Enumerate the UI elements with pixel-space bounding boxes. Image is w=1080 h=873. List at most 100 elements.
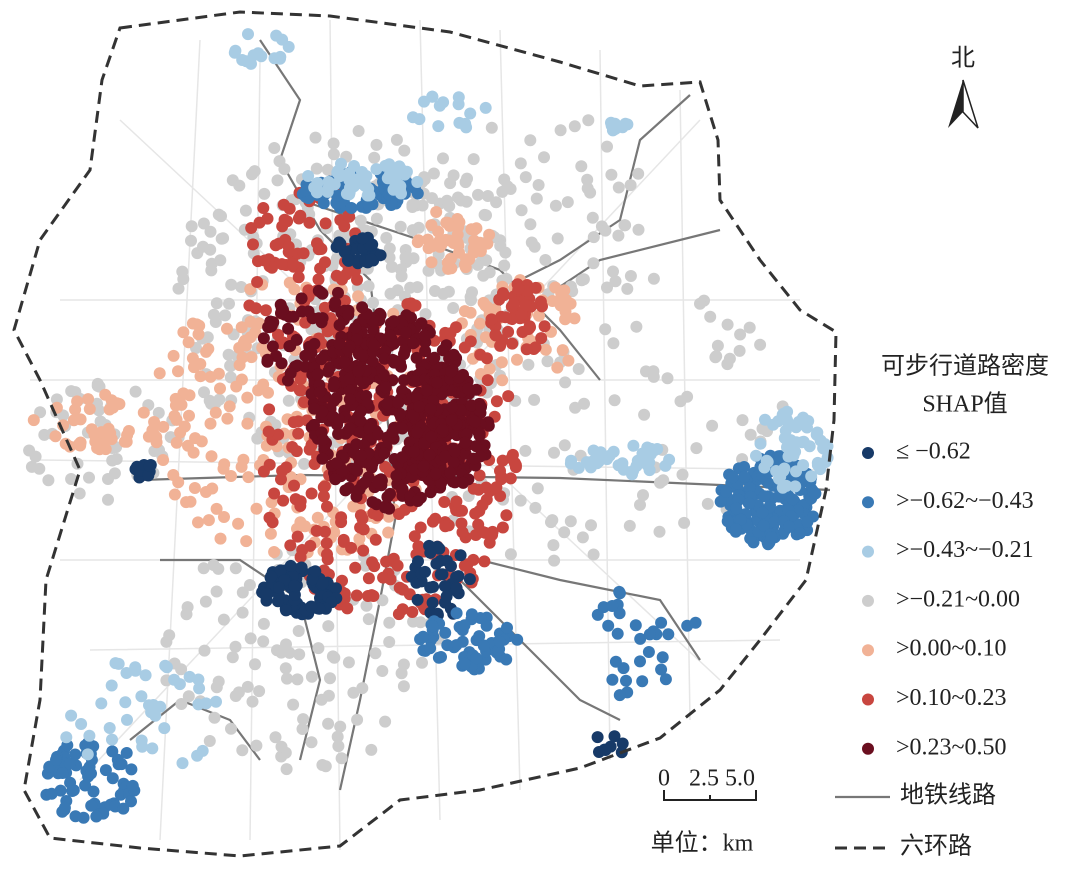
point xyxy=(481,190,494,202)
point xyxy=(284,559,297,572)
point xyxy=(50,393,63,406)
point xyxy=(392,178,405,191)
point xyxy=(205,450,218,463)
point xyxy=(170,436,183,449)
point xyxy=(440,590,453,603)
legend: ≤ −0.62 >−0.62~−0.43 >−0.43~−0.21 >−0.21~0.… xyxy=(862,439,1034,760)
point xyxy=(514,157,527,170)
point xyxy=(384,573,397,586)
point xyxy=(455,517,468,530)
point xyxy=(60,731,73,744)
point xyxy=(434,568,447,581)
point xyxy=(137,406,150,419)
point xyxy=(322,717,335,730)
point xyxy=(559,376,572,389)
point xyxy=(273,581,285,594)
point xyxy=(208,711,221,724)
point xyxy=(629,619,642,632)
point xyxy=(447,456,460,469)
point xyxy=(609,275,622,288)
point xyxy=(150,431,163,444)
point xyxy=(435,477,447,490)
point xyxy=(411,426,424,439)
point xyxy=(478,208,491,221)
point xyxy=(498,259,511,272)
point xyxy=(332,165,344,177)
point xyxy=(497,287,509,300)
point xyxy=(331,730,344,743)
point xyxy=(65,385,78,398)
point xyxy=(204,225,217,238)
point xyxy=(587,548,600,561)
point xyxy=(561,196,574,209)
point xyxy=(770,465,783,477)
point xyxy=(157,420,170,433)
point xyxy=(502,325,515,338)
point xyxy=(462,382,475,395)
point xyxy=(577,273,590,286)
point xyxy=(354,405,367,418)
point xyxy=(365,589,378,602)
point xyxy=(426,90,439,103)
point xyxy=(406,606,419,618)
point xyxy=(355,449,368,462)
point xyxy=(182,336,195,349)
point xyxy=(185,220,198,233)
point xyxy=(195,435,208,448)
point xyxy=(397,374,410,387)
point xyxy=(321,163,334,176)
point xyxy=(477,639,490,652)
point xyxy=(463,573,476,586)
point xyxy=(465,608,478,621)
point xyxy=(514,494,527,507)
point xyxy=(581,173,594,186)
point xyxy=(473,630,486,643)
point xyxy=(276,33,289,46)
point xyxy=(356,512,369,525)
point xyxy=(323,361,336,374)
point xyxy=(575,160,588,173)
point xyxy=(296,723,309,735)
point xyxy=(493,635,506,648)
point xyxy=(744,428,757,441)
point xyxy=(425,431,438,443)
point xyxy=(656,651,669,664)
point xyxy=(621,282,634,295)
point xyxy=(551,232,564,245)
point xyxy=(235,321,248,334)
point xyxy=(616,737,629,750)
point xyxy=(303,208,316,221)
point xyxy=(501,180,514,193)
point xyxy=(721,515,734,528)
point xyxy=(214,382,226,395)
point xyxy=(458,619,471,632)
point xyxy=(529,281,542,294)
point xyxy=(460,195,473,208)
point xyxy=(396,422,409,435)
point xyxy=(265,320,278,333)
point xyxy=(187,446,200,459)
legend-metro-label: 地铁线路 xyxy=(900,782,996,809)
point xyxy=(176,757,189,770)
point xyxy=(210,297,223,310)
point xyxy=(275,750,288,763)
point xyxy=(576,531,589,544)
point xyxy=(308,402,321,415)
point xyxy=(284,539,297,552)
point xyxy=(730,523,742,536)
point xyxy=(365,253,378,266)
point xyxy=(809,487,822,500)
point xyxy=(519,171,532,184)
point xyxy=(663,453,676,466)
point xyxy=(193,682,206,695)
point xyxy=(81,748,94,761)
point xyxy=(787,449,800,462)
point xyxy=(445,414,458,427)
point xyxy=(327,148,340,161)
point xyxy=(425,256,438,269)
point xyxy=(419,308,432,321)
point xyxy=(212,562,225,575)
point xyxy=(458,341,471,354)
point xyxy=(175,663,188,676)
point xyxy=(360,599,373,612)
